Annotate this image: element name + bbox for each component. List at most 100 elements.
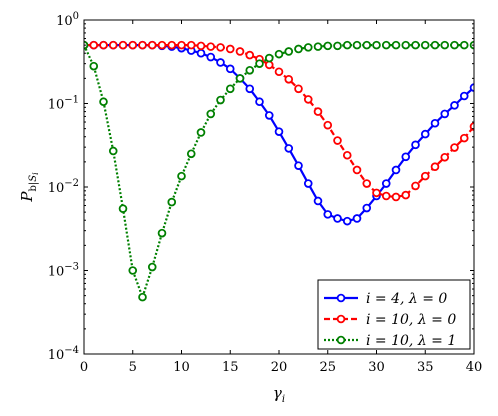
- x-tick-label: 5: [129, 360, 137, 375]
- series-2-point: [99, 40, 108, 50]
- x-tick-label: 0: [80, 360, 88, 375]
- series-1-point: [206, 52, 216, 62]
- series-2-point: [450, 143, 459, 152]
- series-2-point: [459, 133, 469, 143]
- series-2-point: [362, 179, 372, 188]
- series-2-point: [138, 40, 147, 50]
- series-1-point: [401, 152, 411, 162]
- series-line-3: [84, 44, 474, 299]
- x-tick-label: 25: [319, 360, 336, 375]
- series-3-point: [342, 40, 352, 50]
- legend-label-2: i = 10, λ = 0: [366, 312, 456, 328]
- series-2-point: [372, 188, 381, 198]
- series-1-point: [294, 161, 303, 170]
- x-tick-label: 20: [271, 360, 288, 375]
- series-3-point: [216, 95, 225, 105]
- series-1-point: [225, 64, 235, 74]
- series-2-point: [216, 43, 225, 52]
- series-3-point: [89, 61, 99, 71]
- series-3-point: [206, 109, 216, 119]
- series-2-point: [157, 40, 167, 50]
- series-1-point: [255, 97, 264, 107]
- series-2-point: [245, 50, 255, 60]
- series-1-point: [411, 140, 420, 150]
- series-3-point: [450, 40, 459, 50]
- series-2-point: [186, 40, 196, 50]
- series-3-point: [99, 97, 108, 107]
- series-3-point: [186, 149, 196, 159]
- series-1-point: [342, 216, 352, 226]
- series-3-point: [333, 41, 342, 51]
- x-tick-label: 40: [466, 360, 483, 375]
- series-1-point: [362, 203, 372, 213]
- y-tick-label: 10−2: [48, 178, 79, 196]
- legend: i = 4, λ = 0 i = 10, λ = 0 i = 10, λ = 1: [317, 279, 471, 350]
- series-3-point: [128, 266, 138, 275]
- x-axis-label: γi: [273, 384, 285, 405]
- series-3-point: [352, 40, 362, 50]
- series-1-point: [245, 84, 255, 94]
- series-1-point: [430, 118, 440, 128]
- series-2-point: [177, 40, 186, 50]
- series-3-point: [381, 40, 391, 50]
- series-3-point: [313, 42, 323, 51]
- series-2-point: [147, 40, 157, 50]
- series-2-point: [420, 171, 430, 181]
- legend-label-1: i = 4, λ = 0: [366, 291, 447, 307]
- series-3-point: [138, 292, 147, 302]
- series-3-point: [372, 40, 381, 50]
- series-3-point: [167, 197, 177, 207]
- y-tick-label: 100: [56, 11, 79, 29]
- series-1-point: [420, 129, 430, 139]
- series-1-point: [391, 165, 401, 175]
- series-2-point: [225, 44, 235, 54]
- series-3-point: [245, 65, 255, 75]
- legend-label-3: i = 10, λ = 1: [366, 333, 456, 349]
- series-2-point: [333, 136, 342, 145]
- series-1-point: [333, 214, 342, 223]
- series-1-point: [381, 179, 391, 188]
- series-3-point: [157, 228, 167, 238]
- series-1-point: [440, 109, 450, 119]
- series-3-point: [225, 84, 235, 94]
- series-2-point: [440, 152, 450, 162]
- legend-marker-1: [336, 293, 346, 303]
- series-3-point: [147, 262, 157, 272]
- y-axis-label: Pb|Si: [18, 172, 40, 203]
- series-1-point: [313, 196, 323, 206]
- series-3-point: [430, 40, 440, 50]
- series-2-point: [235, 47, 245, 56]
- series-2-point: [108, 40, 118, 50]
- series-3-point: [274, 49, 284, 59]
- x-tick-label: 35: [417, 360, 434, 375]
- series-3-point: [284, 47, 294, 56]
- y-tick-label: 10−3: [48, 262, 79, 280]
- series-1-point: [323, 210, 333, 219]
- series-2-point: [284, 74, 294, 84]
- series-2-point: [206, 42, 216, 51]
- series-3-point: [177, 171, 186, 181]
- series-2-point: [430, 162, 440, 172]
- series-3-point: [323, 41, 333, 51]
- series-3-point: [411, 40, 420, 50]
- series-1-point: [303, 179, 313, 188]
- series-1-point: [284, 144, 294, 153]
- series-3-point: [362, 40, 372, 50]
- series-2-point: [196, 41, 206, 51]
- x-tick-label: 10: [173, 360, 190, 375]
- series-3-point: [420, 40, 430, 50]
- series-1-point: [469, 83, 474, 92]
- legend-marker-3: [336, 335, 346, 345]
- series-3-point: [264, 53, 274, 63]
- series-2-point: [118, 40, 128, 50]
- series-1-point: [450, 101, 459, 110]
- series-1-point: [196, 48, 206, 58]
- series-2-point: [352, 165, 362, 175]
- series-2-point: [264, 60, 274, 70]
- series-2-point: [342, 150, 352, 160]
- series-2-point: [274, 67, 284, 77]
- series-2-point: [411, 181, 420, 191]
- series-2-point: [89, 40, 99, 50]
- series-2-point: [313, 107, 323, 116]
